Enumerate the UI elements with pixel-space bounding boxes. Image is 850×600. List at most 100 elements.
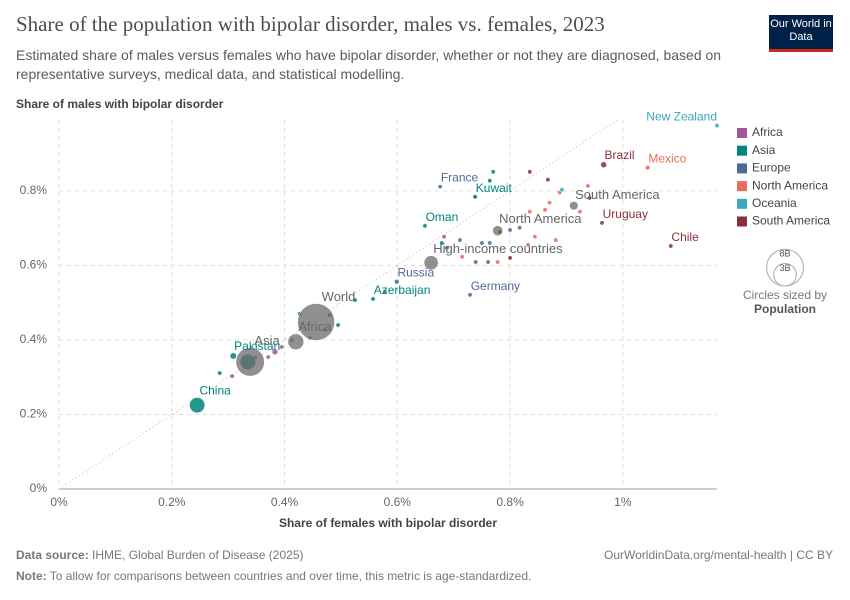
point [587,195,593,201]
point-label: Brazil [605,148,635,162]
x-tick-label: 0.6% [384,495,412,509]
logo-box[interactable] [769,15,833,52]
point [668,243,674,249]
point [422,223,428,229]
point [229,352,237,360]
point [335,322,341,328]
point [457,237,463,243]
aggregate-point [492,225,503,236]
point [441,234,447,240]
aggregate-point [287,333,305,350]
legend-label: Europe [752,161,791,175]
y-tick-label: 0.4% [20,332,48,346]
point [271,348,279,355]
point [645,165,651,171]
point-label: France [441,171,479,185]
point [394,279,400,285]
aggregate-label: South America [575,187,660,202]
point [485,259,491,265]
point-label: Oman [426,210,459,224]
point-label: New Zealand [646,110,717,124]
point [545,177,551,183]
point [577,209,583,215]
point [507,227,513,233]
legend-label: North America [752,178,828,192]
footer-note: Note: To allow for comparisons between c… [16,569,531,583]
point [559,187,565,193]
subtitle-box: Estimated share of males versus females … [16,47,722,82]
point-label: China [199,384,231,398]
x-tick-label: 0.4% [271,495,299,509]
point [437,184,443,190]
point-label: Germany [471,279,520,293]
point [495,259,501,265]
chart-subtitle: Estimated share of males versus females … [16,47,722,82]
aggregate-label: High-income countries [433,241,563,256]
point [459,254,465,260]
point-label: Russia [397,266,434,280]
point [547,200,552,206]
point [229,373,235,379]
point [444,245,450,251]
point [265,354,271,360]
x-tick-label: 0.2% [158,495,186,509]
logo[interactable]: Our World in Data [770,18,832,43]
legend-label: Asia [752,143,776,157]
x-tick-label: 1% [614,495,632,509]
source[interactable]: IHME, Global Burden of Disease (2025) [92,548,303,562]
y-tick-label: 0.8% [20,183,48,197]
y-tick-label: 0.6% [20,258,48,272]
point [532,234,538,240]
legend-swatch [737,145,747,156]
legend-label: Oceania [752,196,797,210]
point [487,178,493,184]
point [599,220,605,226]
point [600,161,607,168]
aggregate-label: World [322,289,356,304]
aggregate-label: North America [499,211,582,226]
point [382,289,388,295]
legend-swatch [737,216,747,227]
diagonal-line [58,119,618,490]
footer-url[interactable]: OurWorldinData.org/mental-health | CC BY [604,548,833,562]
aggregate-label: Africa [298,319,332,334]
point [370,296,376,302]
source-label: Data source: [16,548,89,562]
point-label: Mexico [648,152,686,166]
point [279,344,285,350]
point [487,240,493,246]
point-label: Uruguay [603,207,648,221]
point [217,370,223,376]
y-tick-label: 0.2% [20,407,48,421]
point [352,297,358,303]
point-label: Chile [671,230,699,244]
note: To allow for comparisons between countri… [50,569,532,583]
point [553,237,559,243]
aggregate-point [235,347,265,377]
legend-label: Africa [752,125,783,139]
point [527,209,533,215]
point [490,169,496,175]
size-legend-label: 8B [779,249,790,259]
chart-title: Share of the population with bipolar dis… [16,12,605,36]
point [714,123,720,129]
legend-swatch [737,128,747,138]
size-legend-variable: Population [754,302,816,316]
point-label: Azerbaijan [374,283,431,297]
point [479,240,485,246]
size-legend-title: Circles sized by [743,288,827,302]
logo-text-box: Our World in Data [770,18,832,43]
point [542,207,548,213]
x-tick-label: 0% [50,495,68,509]
footer-source: Data source: IHME, Global Burden of Dise… [16,548,303,562]
point [525,242,531,248]
point-label: Kuwait [476,181,513,195]
legend-swatch [737,181,747,192]
point [585,183,591,189]
y-axis-label: Share of males with bipolar disorder [16,97,224,111]
point-label: Pakistan [234,339,280,353]
y-tick-label: 0% [30,481,48,495]
point [473,259,479,265]
aggregate-point [423,255,439,271]
